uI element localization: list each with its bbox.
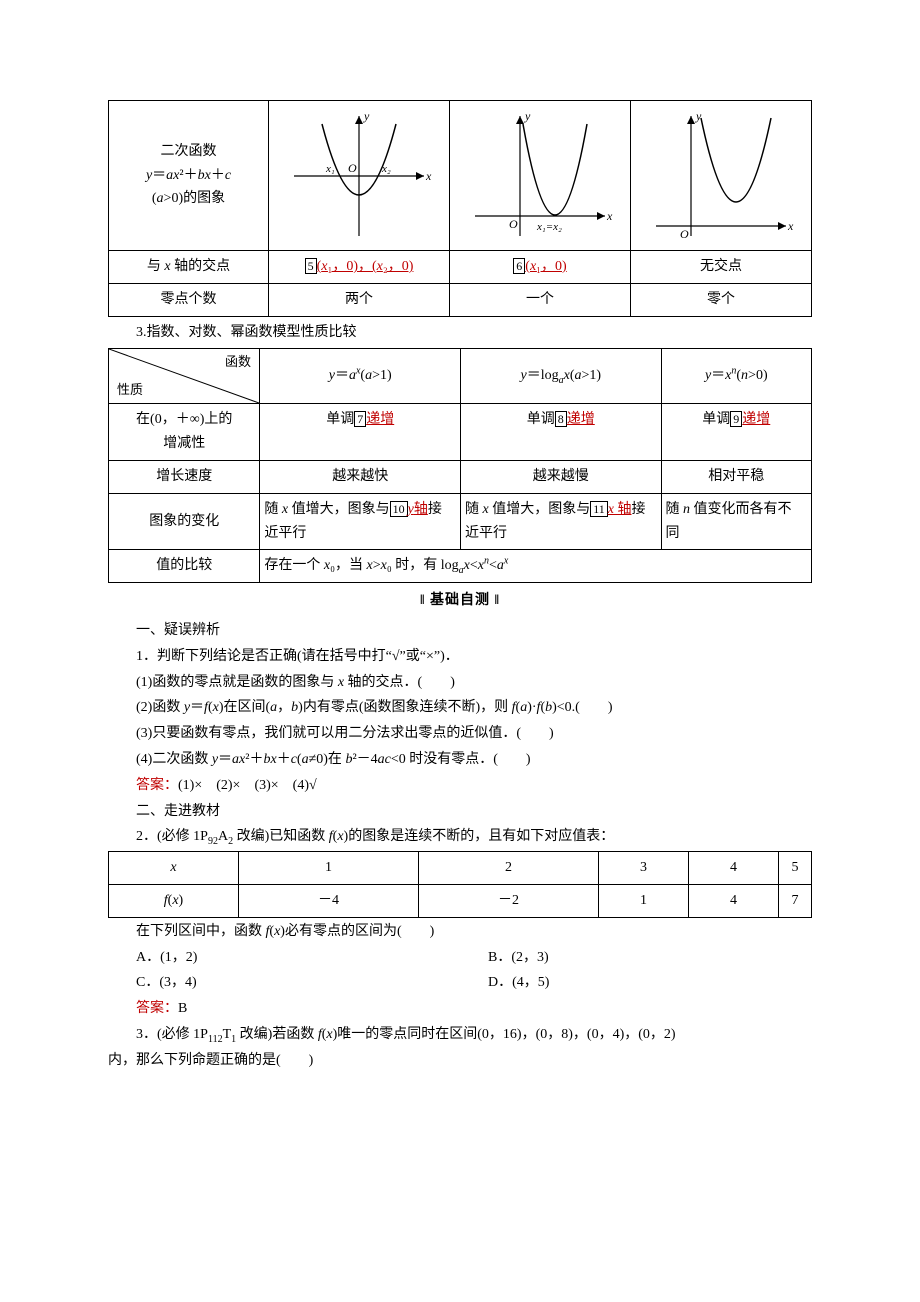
svg-text:x₂: x₂: [381, 163, 391, 175]
q2-answer: 答案：B: [108, 997, 812, 1021]
graph-one-root: x y O x₁=x₂: [450, 101, 631, 251]
sec-a-title: 一、疑误辨析: [108, 619, 812, 643]
vt-header-row: x 1 2 3 4 5: [109, 852, 812, 885]
svg-text:x₁=x₂: x₁=x₂: [536, 221, 562, 233]
t2-r4-val: 存在一个 x₀，当 x>x₀ 时，有 logax<xn<ax: [260, 550, 812, 583]
t1-r3-label: 零点个数: [109, 283, 269, 316]
t1-r1-l2: y＝ax²＋bx＋c: [115, 164, 262, 188]
t1-r1-l1: 二次函数: [115, 140, 262, 164]
svg-text:x: x: [606, 209, 613, 223]
q1-item-2: (2)函数 y＝f(x)在区间(a，b)内有零点(函数图象连续不断)，则 f(a…: [108, 696, 812, 720]
vt-r5: 7: [779, 884, 812, 917]
t2-r2-c1: 越来越快: [260, 460, 461, 493]
t1-r1-l3: (a>0)的图象: [115, 187, 262, 211]
t2-r1-c3: 单调9递增: [661, 404, 811, 461]
q3-stem-cont: 内，那么下列命题正确的是( ): [108, 1049, 812, 1073]
vt-h4: 4: [689, 852, 779, 885]
q2-row-cd: C．(3，4) D．(4，5): [108, 971, 812, 995]
t1-r2-label: 与 x 轴的交点: [109, 251, 269, 284]
q1-answer: 答案：(1)× (2)× (3)× (4)√: [108, 774, 812, 798]
t2-h2: y＝logax(a>1): [460, 349, 661, 404]
svg-text:x: x: [425, 169, 432, 183]
t1-r2-c1: 5(x₁，0)，(x₂，0): [269, 251, 450, 284]
q2-stem: 2．(必修 1P92A2 改编)已知函数 f(x)的图象是连续不断的，且有如下对…: [108, 825, 812, 849]
quadratic-table: 二次函数 y＝ax²＋bx＋c (a>0)的图象 x y O x₁ x₂: [108, 100, 812, 317]
q2-opt-c: C．(3，4): [108, 971, 460, 995]
t1-r2-c2: 6(x₁，0): [450, 251, 631, 284]
t2-r2-c2: 越来越慢: [460, 460, 661, 493]
q2-opt-b: B．(2，3): [460, 946, 812, 970]
t2-h1: y＝ax(a>1): [260, 349, 461, 404]
vt-h0: x: [109, 852, 239, 885]
t2-r2-c3: 相对平稳: [661, 460, 811, 493]
vt-r2: －2: [419, 884, 599, 917]
svg-text:x₁: x₁: [325, 163, 335, 175]
q1-item-3: (3)只要函数有零点，我们就可以用二分法求出零点的近似值．( ): [108, 722, 812, 746]
model-compare-table: 函数 性质 y＝ax(a>1) y＝logax(a>1) y＝xn(n>0) 在…: [108, 348, 812, 583]
t2-r2-label: 增长速度: [109, 460, 260, 493]
t2-r3-c1: 随 x 值增大，图象与10y轴接近平行: [260, 493, 461, 550]
q2-opt-a: A．(1，2): [108, 946, 460, 970]
q1-item-1: (1)函数的零点就是函数的图象与 x 轴的交点．( ): [108, 671, 812, 695]
svg-text:O: O: [348, 161, 357, 175]
t2-r3-label: 图象的变化: [109, 493, 260, 550]
t2-r4-label: 值的比较: [109, 550, 260, 583]
vt-data-row: f(x) －4 －2 1 4 7: [109, 884, 812, 917]
t1-r1-label: 二次函数 y＝ax²＋bx＋c (a>0)的图象: [109, 101, 269, 251]
q3-stem: 3．(必修 1P112T1 改编)若函数 f(x)唯一的零点同时在区间(0，16…: [108, 1023, 812, 1047]
t2-r1-c2: 单调8递增: [460, 404, 661, 461]
t1-r3-c1: 两个: [269, 283, 450, 316]
q2-row-ab: A．(1，2) B．(2，3): [108, 946, 812, 970]
t2-r1-c1: 单调7递增: [260, 404, 461, 461]
t1-r2-c3: 无交点: [631, 251, 812, 284]
t2-h3: y＝xn(n>0): [661, 349, 811, 404]
vt-h2: 2: [419, 852, 599, 885]
q1-stem: 1．判断下列结论是否正确(请在括号中打“√”或“×”)．: [108, 645, 812, 669]
t1-r3-c3: 零个: [631, 283, 812, 316]
q2-opt-d: D．(4，5): [460, 971, 812, 995]
graph-no-root: x y O: [631, 101, 812, 251]
vt-r1: －4: [239, 884, 419, 917]
q1-item-4: (4)二次函数 y＝ax²＋bx＋c(a≠0)在 b²－4ac<0 时没有零点．…: [108, 748, 812, 772]
vt-r4: 4: [689, 884, 779, 917]
t1-r3-c2: 一个: [450, 283, 631, 316]
t2-r1-label: 在(0，＋∞)上的 增减性: [109, 404, 260, 461]
t2-r3-c3: 随 n 值变化而各有不同: [661, 493, 811, 550]
vt-h5: 5: [779, 852, 812, 885]
vt-h1: 1: [239, 852, 419, 885]
svg-text:y: y: [524, 109, 531, 123]
svg-text:O: O: [680, 227, 689, 241]
self-test-title: ‖ 基础自测 ‖: [108, 589, 812, 613]
value-table: x 1 2 3 4 5 f(x) －4 －2 1 4 7: [108, 851, 812, 918]
t2-diag: 函数 性质: [109, 349, 260, 404]
vt-h3: 3: [599, 852, 689, 885]
svg-text:y: y: [363, 109, 370, 123]
svg-text:x: x: [787, 219, 794, 233]
t2-r3-c2: 随 x 值增大，图象与11x 轴接近平行: [460, 493, 661, 550]
q2-after: 在下列区间中，函数 f(x)必有零点的区间为( ): [108, 920, 812, 944]
vt-r0: f(x): [109, 884, 239, 917]
svg-text:O: O: [509, 217, 518, 231]
sec-b-title: 二、走进教材: [108, 800, 812, 824]
section3-title: 3.指数、对数、幂函数模型性质比较: [108, 321, 812, 345]
graph-two-roots: x y O x₁ x₂: [269, 101, 450, 251]
vt-r3: 1: [599, 884, 689, 917]
